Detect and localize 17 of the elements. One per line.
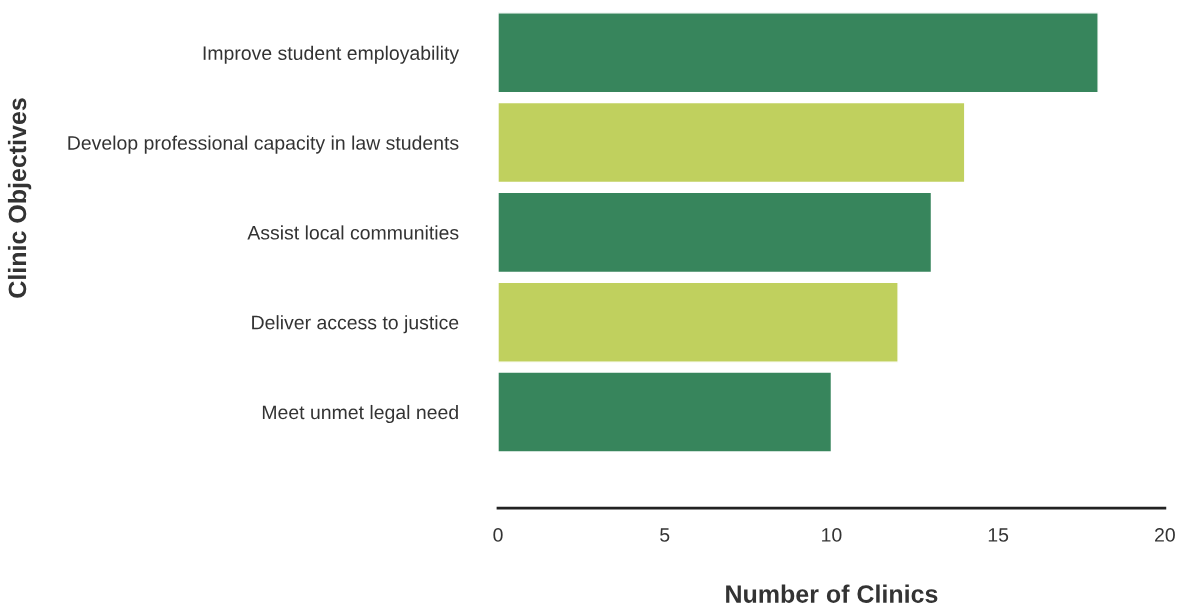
y-axis-title: Clinic Objectives <box>7 98 32 298</box>
y-tick-label: Meet unmet legal need <box>262 404 458 424</box>
bar <box>498 101 966 184</box>
x-tick-label: 5 <box>660 528 670 542</box>
y-tick-label: Improve student employability <box>203 45 460 64</box>
x-tick-label: 10 <box>822 528 842 542</box>
bar <box>498 281 899 363</box>
x-tick-label: 0 <box>493 528 503 542</box>
bar <box>498 12 1099 94</box>
x-tick-label: 20 <box>1155 528 1175 542</box>
bar <box>498 191 933 274</box>
x-axis-title: Number of Clinics <box>726 584 938 603</box>
y-tick-label: Deliver access to justice <box>252 315 459 334</box>
y-tick-label: Develop professional capacity in law students <box>68 135 459 154</box>
x-tick-label: 15 <box>988 528 1009 542</box>
y-tick-label: Assist local communities <box>247 225 459 240</box>
bar <box>498 371 833 453</box>
